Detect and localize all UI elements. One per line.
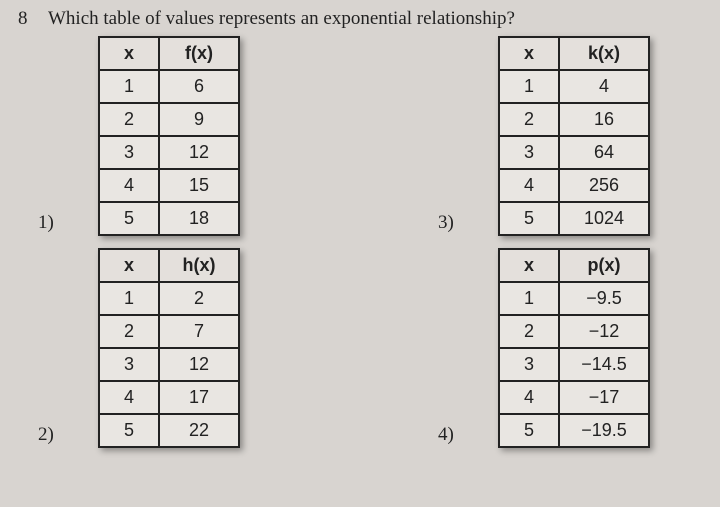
tables-grid: 1) x f(x) 16 29 312 415 518 3) x k(x) — [38, 36, 702, 452]
option-label-2[interactable]: 2) — [38, 424, 98, 452]
option-label-3[interactable]: 3) — [438, 212, 498, 240]
table-2: x h(x) 12 27 312 417 522 — [98, 248, 240, 448]
table-4-y-header: p(x) — [559, 249, 649, 282]
cell: 4 — [499, 381, 559, 414]
table-2-y-header: h(x) — [159, 249, 239, 282]
cell: 7 — [159, 315, 239, 348]
table-4: x p(x) 1−9.5 2−12 3−14.5 4−17 5−19.5 — [498, 248, 650, 448]
question-row: 8 Which table of values represents an ex… — [18, 8, 702, 30]
cell: 9 — [159, 103, 239, 136]
cell: 5 — [99, 202, 159, 235]
cell: 4 — [99, 381, 159, 414]
table-1-x-header: x — [99, 37, 159, 70]
cell: 15 — [159, 169, 239, 202]
option-label-1[interactable]: 1) — [38, 212, 98, 240]
cell: 2 — [499, 315, 559, 348]
cell: −19.5 — [559, 414, 649, 447]
cell: 17 — [159, 381, 239, 414]
cell: 16 — [559, 103, 649, 136]
cell: 3 — [99, 136, 159, 169]
table-3-y-header: k(x) — [559, 37, 649, 70]
cell: 2 — [99, 315, 159, 348]
table-3-x-header: x — [499, 37, 559, 70]
cell: −14.5 — [559, 348, 649, 381]
option-label-4[interactable]: 4) — [438, 424, 498, 452]
cell: 1 — [99, 70, 159, 103]
cell: 22 — [159, 414, 239, 447]
cell: −9.5 — [559, 282, 649, 315]
cell: 3 — [499, 136, 559, 169]
table-4-x-header: x — [499, 249, 559, 282]
cell: 3 — [99, 348, 159, 381]
table-1-wrap: x f(x) 16 29 312 415 518 — [98, 36, 298, 240]
cell: 1024 — [559, 202, 649, 235]
cell: 3 — [499, 348, 559, 381]
cell: 1 — [499, 282, 559, 315]
cell: 2 — [499, 103, 559, 136]
cell: 5 — [99, 414, 159, 447]
table-3: x k(x) 14 216 364 4256 51024 — [498, 36, 650, 236]
cell: 5 — [499, 202, 559, 235]
question-number: 8 — [18, 8, 36, 30]
table-1: x f(x) 16 29 312 415 518 — [98, 36, 240, 236]
cell: 18 — [159, 202, 239, 235]
question-text: Which table of values represents an expo… — [48, 8, 515, 30]
table-4-wrap: x p(x) 1−9.5 2−12 3−14.5 4−17 5−19.5 — [498, 248, 698, 452]
cell: 4 — [559, 70, 649, 103]
cell: 4 — [99, 169, 159, 202]
table-3-wrap: x k(x) 14 216 364 4256 51024 — [498, 36, 698, 240]
table-2-wrap: x h(x) 12 27 312 417 522 — [98, 248, 298, 452]
cell: 6 — [159, 70, 239, 103]
cell: 2 — [99, 103, 159, 136]
cell: 64 — [559, 136, 649, 169]
cell: 4 — [499, 169, 559, 202]
table-1-y-header: f(x) — [159, 37, 239, 70]
cell: 12 — [159, 348, 239, 381]
cell: 1 — [499, 70, 559, 103]
cell: 256 — [559, 169, 649, 202]
cell: −17 — [559, 381, 649, 414]
cell: 1 — [99, 282, 159, 315]
cell: 12 — [159, 136, 239, 169]
cell: 5 — [499, 414, 559, 447]
page: 8 Which table of values represents an ex… — [0, 0, 720, 470]
cell: 2 — [159, 282, 239, 315]
cell: −12 — [559, 315, 649, 348]
table-2-x-header: x — [99, 249, 159, 282]
